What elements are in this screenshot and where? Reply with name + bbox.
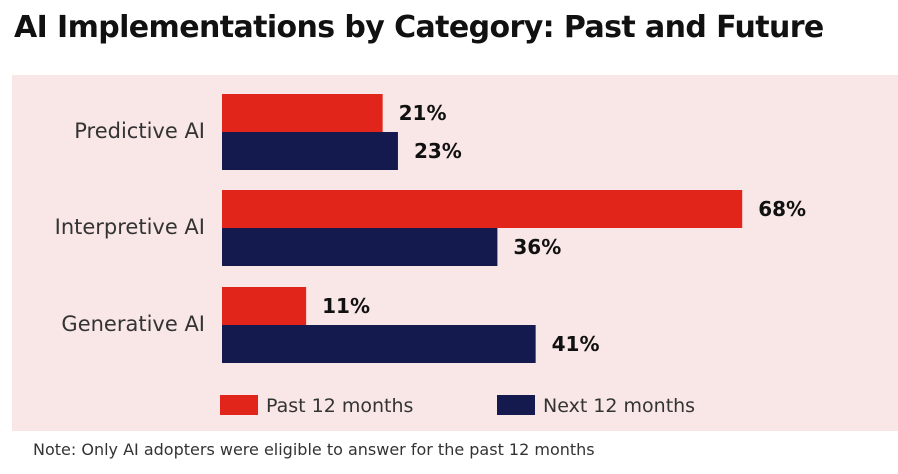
data-label-interpretive-ai-next: 36% — [513, 235, 561, 259]
category-label-interpretive-ai: Interpretive AI — [55, 215, 205, 239]
bar-interpretive-ai-next — [222, 228, 498, 266]
bar-generative-ai-past — [222, 287, 307, 325]
data-label-predictive-ai-next: 23% — [414, 139, 462, 163]
data-label-interpretive-ai-past: 68% — [758, 197, 806, 221]
legend-label-next: Next 12 months — [543, 395, 695, 417]
legend-swatch-past — [220, 395, 258, 415]
data-label-generative-ai-past: 11% — [322, 294, 370, 318]
chart-title: AI Implementations by Category: Past and… — [14, 10, 824, 45]
category-label-generative-ai: Generative AI — [61, 312, 205, 336]
legend-label-past: Past 12 months — [266, 395, 413, 417]
bar-predictive-ai-next — [222, 132, 398, 170]
bar-predictive-ai-past — [222, 94, 383, 132]
bar-generative-ai-next — [222, 325, 536, 363]
data-label-predictive-ai-past: 21% — [399, 101, 447, 125]
footnote: Note: Only AI adopters were eligible to … — [33, 440, 595, 459]
category-label-predictive-ai: Predictive AI — [74, 119, 205, 143]
bar-interpretive-ai-past — [222, 190, 743, 228]
data-label-generative-ai-next: 41% — [552, 332, 600, 356]
legend-swatch-next — [497, 395, 535, 415]
